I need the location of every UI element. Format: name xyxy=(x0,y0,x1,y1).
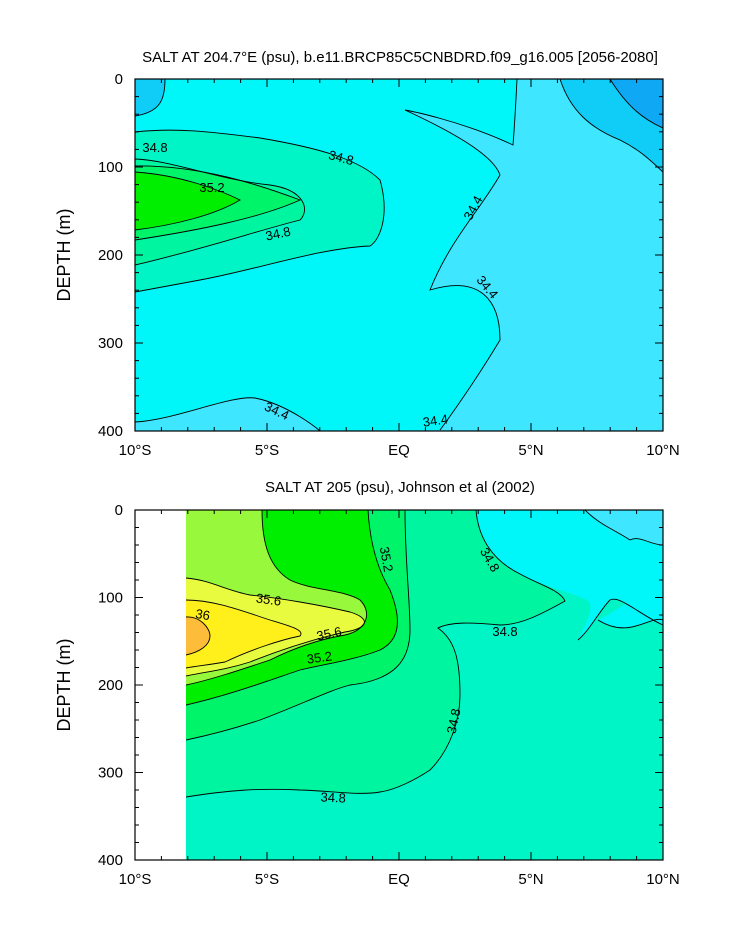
y-tick-label: 300 xyxy=(98,765,123,782)
x-tick-label: 5°S xyxy=(255,871,279,888)
region-34_4-mid xyxy=(598,588,663,628)
contour-label: 34.4 xyxy=(422,411,449,429)
y-tick-label: 100 xyxy=(98,590,123,607)
region-34_2-left-top xyxy=(135,79,165,116)
x-tick-label: 10°N xyxy=(646,871,680,888)
contour-label: 35.6 xyxy=(255,590,282,608)
contour-label: 35.6 xyxy=(315,624,343,644)
y-tick-label: 0 xyxy=(115,71,123,88)
contour-label: 34.8 xyxy=(142,140,167,155)
contour-label: 34.8 xyxy=(264,224,292,244)
x-tick-label: 10°S xyxy=(119,442,152,459)
x-tick-label: 10°N xyxy=(646,442,680,459)
region-34_0 xyxy=(610,79,663,128)
panel-2-isolines xyxy=(186,510,663,798)
contour-label: 34.8 xyxy=(492,624,517,639)
x-tick-label: 5°N xyxy=(518,442,543,459)
contour-label: 35.2 xyxy=(377,545,396,573)
panel-1-contour-fill xyxy=(135,79,663,431)
panel-2-title: SALT AT 205 (psu), Johnson et al (2002) xyxy=(265,479,535,496)
panel-1-isolines xyxy=(135,79,663,431)
panel-1-y-axis-title: DEPTH (m) xyxy=(54,209,74,302)
y-tick-label: 200 xyxy=(98,247,123,264)
y-tick-label: 0 xyxy=(115,502,123,519)
panel-1-title: SALT AT 204.7°E (psu), b.e11.BRCP85C5CNB… xyxy=(142,49,658,66)
x-tick-label: EQ xyxy=(388,442,410,459)
region-34_6-right xyxy=(476,510,663,640)
contour-label: 34.8 xyxy=(444,707,464,735)
region-36_0 xyxy=(186,600,301,668)
y-tick-label: 400 xyxy=(98,423,123,440)
region-35_4 xyxy=(135,172,240,230)
region-34_4-bottom-left xyxy=(135,397,320,431)
contour-label: 35.2 xyxy=(306,648,333,666)
region-36_2 xyxy=(186,616,210,655)
contour-label: 35.2 xyxy=(199,180,224,195)
y-tick-label: 200 xyxy=(98,677,123,694)
y-tick-label: 400 xyxy=(98,852,123,869)
contour-label: 34.8 xyxy=(320,789,346,805)
panel-1-contour-labels: 34.8 34.8 35.2 34.8 34.4 34.4 34.4 34.4 xyxy=(142,140,501,430)
region-34_4-topright xyxy=(585,510,663,545)
x-tick-label: 10°S xyxy=(119,871,152,888)
x-tick-label: 5°N xyxy=(518,871,543,888)
x-tick-label: 5°S xyxy=(255,442,279,459)
y-tick-label: 100 xyxy=(98,159,123,176)
panel-2-axes: 10°S 5°S EQ 5°N 10°N 0 100 200 300 400 xyxy=(98,502,680,888)
panel-1: SALT AT 204.7°E (psu), b.e11.BRCP85C5CNB… xyxy=(54,49,680,459)
panel-2: SALT AT 205 (psu), Johnson et al (2002) xyxy=(54,479,680,888)
panel-2-y-axis-title: DEPTH (m) xyxy=(54,639,74,732)
y-tick-label: 300 xyxy=(98,335,123,352)
contour-label: 36 xyxy=(194,606,211,623)
contour-label: 34.8 xyxy=(327,147,355,168)
panel-1-axes: 10°S 5°S EQ 5°N 10°N 0 100 200 300 400 xyxy=(98,71,680,459)
panel-2-contour-fill xyxy=(186,510,663,860)
x-tick-label: EQ xyxy=(388,871,410,888)
